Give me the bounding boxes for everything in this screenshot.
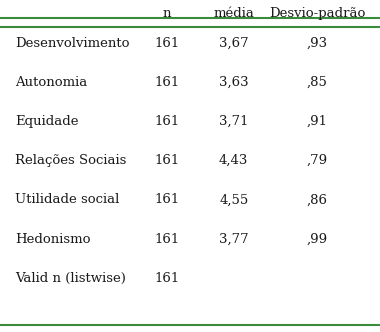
Text: n: n bbox=[163, 7, 171, 20]
Text: 161: 161 bbox=[155, 115, 180, 128]
Text: Desvio-padrão: Desvio-padrão bbox=[269, 7, 366, 20]
Text: ,86: ,86 bbox=[307, 193, 328, 207]
Text: Relações Sociais: Relações Sociais bbox=[15, 154, 127, 167]
Text: Utilidade social: Utilidade social bbox=[15, 193, 120, 207]
Text: Equidade: Equidade bbox=[15, 115, 79, 128]
Text: 4,55: 4,55 bbox=[219, 193, 248, 207]
Text: 4,43: 4,43 bbox=[219, 154, 249, 167]
Text: média: média bbox=[213, 7, 254, 20]
Text: 161: 161 bbox=[155, 272, 180, 285]
Text: 3,63: 3,63 bbox=[219, 76, 249, 89]
Text: Autonomia: Autonomia bbox=[15, 76, 87, 89]
Text: ,91: ,91 bbox=[307, 115, 328, 128]
Text: 161: 161 bbox=[155, 76, 180, 89]
Text: 161: 161 bbox=[155, 154, 180, 167]
Text: Valid n (listwise): Valid n (listwise) bbox=[15, 272, 126, 285]
Text: ,93: ,93 bbox=[307, 37, 328, 50]
Text: Desenvolvimento: Desenvolvimento bbox=[15, 37, 130, 50]
Text: Hedonismo: Hedonismo bbox=[15, 232, 91, 246]
Text: 3,77: 3,77 bbox=[219, 232, 249, 246]
Text: ,79: ,79 bbox=[307, 154, 328, 167]
Text: ,99: ,99 bbox=[307, 232, 328, 246]
Text: 161: 161 bbox=[155, 232, 180, 246]
Text: 3,67: 3,67 bbox=[219, 37, 249, 50]
Text: ,85: ,85 bbox=[307, 76, 328, 89]
Text: 3,71: 3,71 bbox=[219, 115, 249, 128]
Text: 161: 161 bbox=[155, 37, 180, 50]
Text: 161: 161 bbox=[155, 193, 180, 207]
